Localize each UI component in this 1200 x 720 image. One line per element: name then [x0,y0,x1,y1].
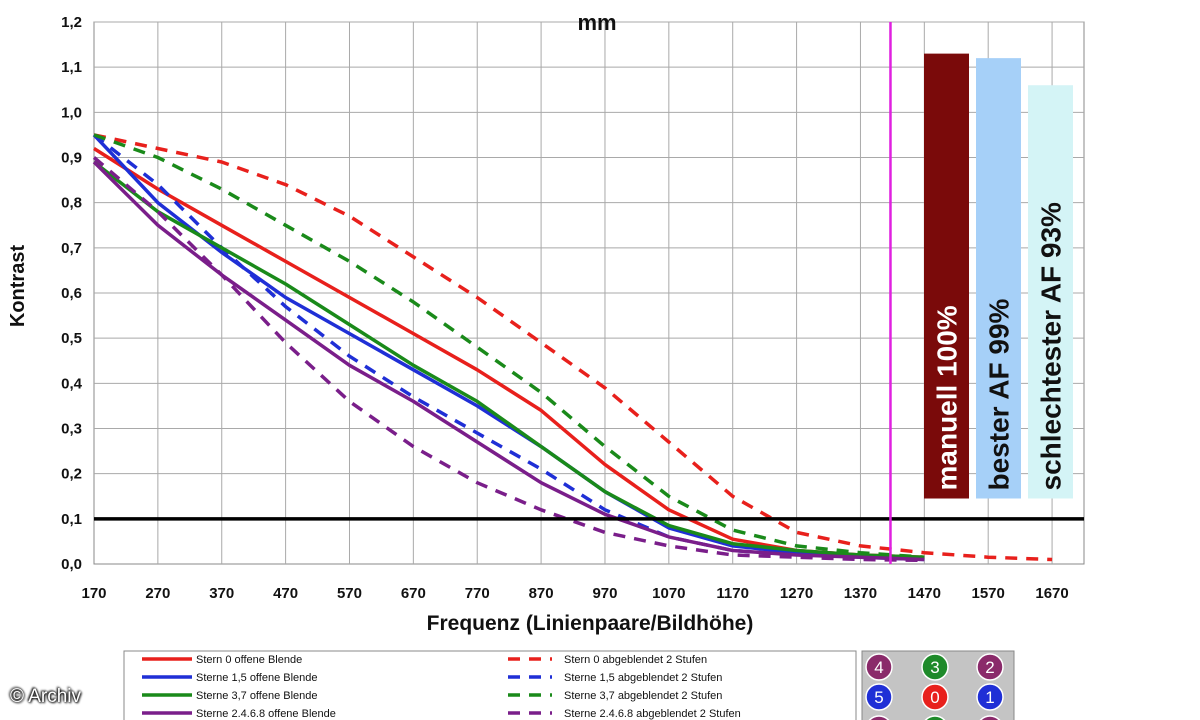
x-tick-label: 1070 [652,585,685,602]
annotation-bars: manuell 100% bester AF 99% schlechtester A… [924,53,1073,499]
series-lines [92,133,1053,563]
x-tick-label: 1570 [972,585,1005,602]
x-tick-label: 1470 [908,585,941,602]
x-tick-label: 670 [401,585,426,602]
star-circle-label: 4 [874,658,883,677]
star-circle-label: 3 [930,658,939,677]
legend-label: Stern 0 abgeblendet 2 Stufen [564,654,707,666]
y-tick-label: 0,8 [61,195,82,212]
y-tick-label: 0,0 [61,556,82,573]
x-axis-label: Frequenz (Linienpaare/Bildhöhe) [427,612,754,635]
y-tick-label: 0,7 [61,240,82,257]
legend-label: Sterne 2.4.6.8 offene Blende [196,708,336,720]
legend-box [123,650,857,720]
star-circle-label: 5 [874,688,883,707]
x-tick-label: 1670 [1035,585,1068,602]
legend-label: Sterne 3,7 offene Blende [196,690,318,702]
x-tick-label: 770 [465,585,490,602]
x-tick-label: 1270 [780,585,813,602]
star-circle [865,653,893,681]
y-tick-label: 1,2 [61,14,82,31]
annotation-label: manuell 100% [932,305,963,490]
x-tick-label: 1170 [716,585,749,602]
star-circle-label: 2 [985,658,994,677]
y-tick-label: 0,5 [61,330,82,347]
legend-label: Sterne 1,5 abgeblendet 2 Stufen [564,672,722,684]
y-tick-label: 0,4 [61,375,83,392]
star-circle [976,683,1004,711]
series-line [92,160,925,562]
y-tick-label: 0,3 [61,421,82,438]
star-circle-partial [924,715,946,720]
x-tick-label: 470 [273,585,298,602]
annotation-bar [924,53,969,499]
annotation-bar [1028,85,1073,499]
y-tick-label: 0,1 [61,511,82,528]
x-tick-label: 370 [209,585,234,602]
star-circle [865,683,893,711]
reference-lines [94,22,1084,564]
y-tick-label: 0,9 [61,150,82,167]
legend-label: Sterne 2.4.6.8 abgeblendet 2 Stufen [564,708,741,720]
tick-labels: 170 270 370 470 570 670 770 870 970 1070 1170 1270 1… [61,14,1069,602]
series-line [92,133,925,562]
series-line [93,133,925,559]
star-circle [976,653,1004,681]
chart-title: mm [577,10,616,35]
star-grid: 4 3 2 5 0 1 [861,650,1015,720]
series-line [92,160,925,559]
annotation-label: bester AF 99% [984,298,1015,490]
legend-label: Sterne 1,5 offene Blende [196,672,318,684]
series-line [92,156,925,563]
star-circle-label: 0 [930,688,939,707]
star-circle-label: 1 [985,688,994,707]
y-tick-label: 1,1 [61,59,82,76]
x-tick-label: 970 [592,585,617,602]
y-tick-label: 0,6 [61,285,82,302]
annotation-label: schlechtester AF 93% [1036,202,1067,491]
annotation-bar [976,58,1021,499]
copyright-notice: © Archiv [10,686,82,707]
legend-label: Stern 0 offene Blende [196,654,302,666]
x-tick-label: 870 [529,585,554,602]
grid [93,21,1085,565]
x-tick-label: 1370 [844,585,877,602]
y-tick-label: 1,0 [61,104,82,121]
x-tick-label: 270 [145,585,170,602]
x-tick-label: 570 [337,585,362,602]
y-axis-label: Kontrast [7,245,29,328]
legend: Stern 0 offene Blende Sterne 1,5 offene B… [123,650,857,720]
star-circle [921,683,949,711]
x-tick-label: 170 [81,585,106,602]
star-circle [921,653,949,681]
star-circle-partial [979,715,1001,720]
star-circle-partial [868,715,890,720]
y-tick-label: 0,2 [61,466,82,483]
legend-label: Sterne 3,7 abgeblendet 2 Stufen [564,690,722,702]
